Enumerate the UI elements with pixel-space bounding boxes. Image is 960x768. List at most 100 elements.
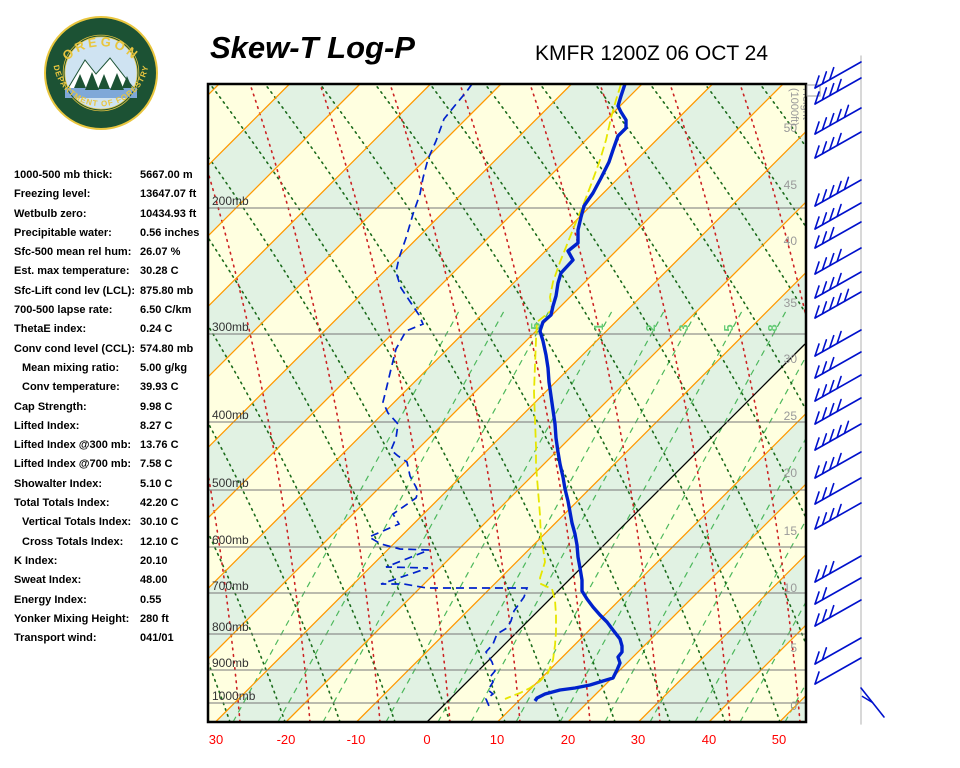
wind-barb	[814, 502, 862, 530]
isotherms	[208, 84, 806, 722]
index-row: K Index: 20.10	[0, 553, 205, 572]
index-label: Est. max temperature:	[14, 265, 130, 278]
svg-text:20: 20	[784, 466, 798, 480]
index-value: 0.55	[140, 593, 162, 606]
index-value: 5667.00 m	[140, 169, 193, 181]
index-label: Transport wind:	[14, 632, 97, 645]
index-label: 1000-500 mb thick:	[14, 169, 113, 181]
plot-border	[206, 82, 808, 724]
svg-text:0: 0	[790, 699, 797, 713]
index-row: Sweat Index: 48.00	[0, 572, 205, 591]
index-label: Cap Strength:	[14, 400, 87, 413]
index-label: Wetbulb zero:	[14, 207, 87, 220]
svg-text:300mb: 300mb	[212, 320, 249, 334]
index-value: 30.28 C	[140, 265, 179, 278]
wind-barb	[814, 202, 862, 230]
index-label: Yonker Mixing Height:	[14, 612, 130, 625]
svg-text:800mb: 800mb	[212, 620, 249, 634]
index-label: Freezing level:	[14, 188, 91, 201]
svg-text:50: 50	[784, 121, 798, 135]
wind-barb	[814, 61, 862, 89]
index-value: 8.27 C	[140, 419, 173, 432]
svg-text:35: 35	[784, 296, 798, 310]
index-row: 700-500 lapse rate: 6.50 C/km	[0, 302, 205, 321]
wind-barb	[814, 420, 862, 451]
pressure-lines	[208, 207, 806, 704]
index-row: Conv cond level (CCL): 574.80 mb	[0, 341, 205, 360]
svg-text:10: 10	[784, 581, 798, 595]
index-value: 42.20 C	[140, 497, 179, 510]
svg-text:3: 3	[676, 324, 691, 331]
index-label: Lifted Index @700 mb:	[14, 458, 132, 471]
wind-barb	[814, 247, 862, 275]
indices-panel: 1000-500 mb thick: 5667.00 m Freezing leve…	[0, 167, 205, 649]
wind-barb	[860, 687, 885, 718]
mixing-ratio-labels: .5 1 2 3 5 8	[528, 323, 780, 334]
svg-text:40: 40	[702, 732, 716, 747]
index-row: Transport wind: 041/01	[0, 630, 205, 649]
index-row: 1000-500 mb thick: 5667.00 m	[0, 167, 205, 186]
svg-text:400mb: 400mb	[212, 408, 249, 422]
index-value: 0.24 C	[140, 323, 173, 336]
wind-barb	[814, 176, 862, 207]
svg-text:15: 15	[784, 524, 798, 538]
svg-text:-20: -20	[277, 732, 296, 747]
wind-barb	[814, 477, 862, 505]
wind-barb	[814, 288, 862, 319]
dewpoint-trace	[367, 84, 529, 707]
wind-barb	[814, 555, 862, 583]
wind-barb	[814, 131, 862, 159]
svg-text:.5: .5	[528, 323, 543, 334]
index-label: Mean mixing ratio:	[22, 361, 120, 374]
index-label: Sweat Index:	[14, 574, 82, 587]
index-row: Mean mixing ratio: 5.00 g/kg	[0, 360, 205, 379]
wind-barb	[814, 374, 862, 402]
index-label: Conv cond level (CCL):	[14, 342, 136, 355]
index-value: 7.58 C	[140, 458, 173, 471]
wind-barb	[814, 77, 862, 105]
index-value: 20.10	[140, 554, 168, 567]
index-row: Yonker Mixing Height: 280 ft	[0, 611, 205, 630]
index-label: Sfc-500 mean rel hum:	[14, 246, 132, 259]
index-label: Vertical Totals Index:	[22, 516, 132, 529]
index-row: Lifted Index @300 mb: 13.76 C	[0, 437, 205, 456]
index-value: 9.98 C	[140, 400, 173, 413]
index-row: Cross Totals Index: 12.10 C	[0, 534, 205, 553]
index-row: Lifted Index @700 mb: 7.58 C	[0, 456, 205, 475]
odf-logo: OREGON DEPARTMENT OF FORESTRY	[44, 16, 158, 130]
index-value: 574.80 mb	[140, 342, 194, 355]
svg-text:500mb: 500mb	[212, 476, 249, 490]
index-label: ThetaE index:	[14, 323, 87, 336]
corner-box	[806, 84, 821, 97]
svg-text:200mb: 200mb	[212, 194, 249, 208]
svg-text:10: 10	[490, 732, 504, 747]
index-value: 5.10 C	[140, 477, 173, 490]
index-value: 13647.07 ft	[140, 188, 197, 201]
index-value: 48.00	[140, 574, 168, 587]
svg-text:700mb: 700mb	[212, 579, 249, 593]
svg-text:-10: -10	[347, 732, 366, 747]
index-label: Precipitable water:	[14, 226, 112, 239]
index-label: K Index:	[14, 554, 58, 567]
wind-barb	[814, 351, 862, 379]
index-row: Est. max temperature: 30.28 C	[0, 263, 205, 282]
index-label: Cross Totals Index:	[22, 535, 124, 548]
wind-barb	[814, 657, 862, 685]
index-value: 280 ft	[140, 612, 169, 625]
temperature-axis: 30 -20 -10 0 10 20 30 40 50	[209, 732, 786, 747]
svg-text:1000mb: 1000mb	[212, 689, 256, 703]
page-title: Skew-T Log-P	[210, 30, 415, 65]
wind-barb	[814, 329, 862, 357]
index-row: Lifted Index: 8.27 C	[0, 418, 205, 437]
index-row: Precipitable water: 0.56 inches	[0, 225, 205, 244]
svg-text:40: 40	[784, 234, 798, 248]
index-row: Cap Strength: 9.98 C	[0, 399, 205, 418]
index-value: 26.07 %	[140, 246, 181, 259]
index-value: 6.50 C/km	[140, 304, 192, 317]
index-row: ThetaE index: 0.24 C	[0, 321, 205, 340]
svg-text:30: 30	[784, 352, 798, 366]
svg-text:20: 20	[561, 732, 575, 747]
